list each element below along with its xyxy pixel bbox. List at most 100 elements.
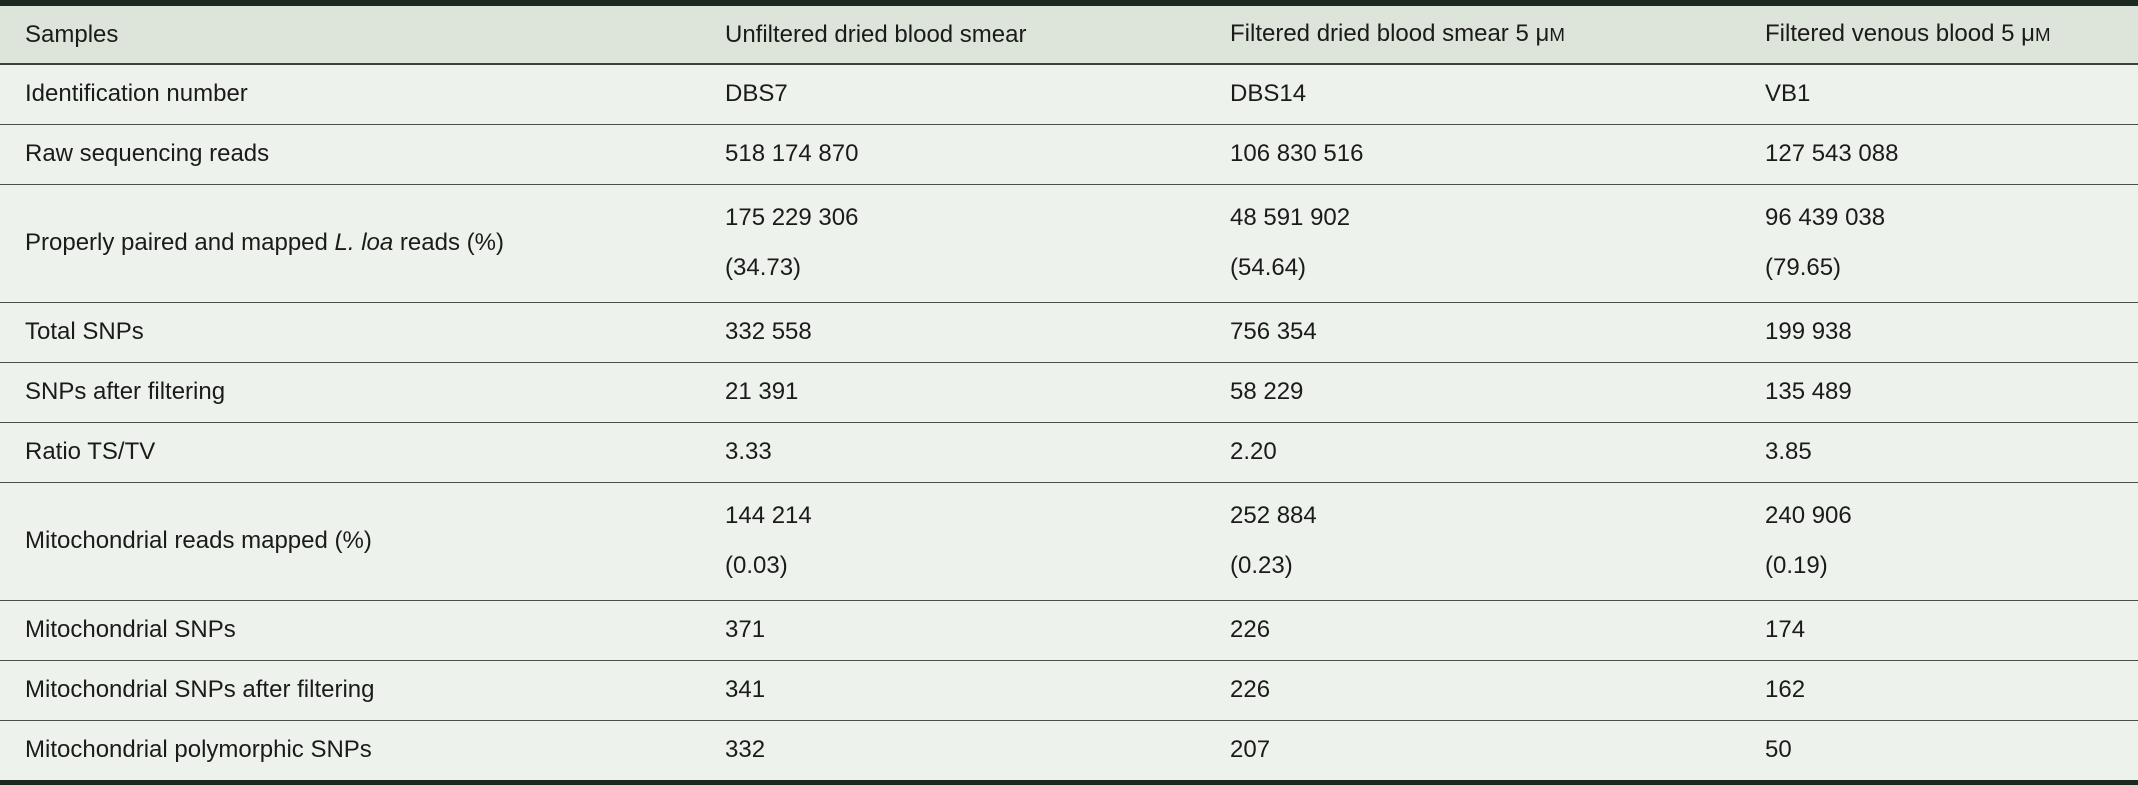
table-row: Mitochondrial reads mapped (%) 144 214 (0.… — [0, 482, 2138, 600]
cell-value: DBS7 — [725, 80, 788, 108]
cell: 371 — [700, 600, 1205, 660]
row-label-text: Mitochondrial polymorphic SNPs — [25, 736, 372, 764]
table-row: Mitochondrial SNPs 371 226 174 — [0, 600, 2138, 660]
cell-value: 341 — [725, 676, 766, 703]
cell-value: 162 — [1765, 676, 1806, 703]
row-label: Mitochondrial SNPs — [0, 600, 700, 660]
cell-value: 3.85 — [1765, 438, 1812, 465]
cell-value: VB1 — [1765, 80, 1811, 108]
column-header-label: Unfiltered dried blood smear — [725, 20, 1027, 48]
cell-value: 332 — [725, 736, 766, 764]
cell-value: (0.03) — [725, 552, 788, 579]
cell: 144 214 (0.03) — [700, 482, 1205, 600]
cell: 3.33 — [700, 422, 1205, 482]
table-row: Mitochondrial polymorphic SNPs 332 207 50 — [0, 720, 2138, 780]
cell: DBS7 — [700, 64, 1205, 124]
cell: 199 938 — [1740, 302, 2138, 362]
row-label: Mitochondrial polymorphic SNPs — [0, 720, 700, 780]
cell-value: (54.64) — [1230, 254, 1307, 281]
cell-value: 175 229 306 — [725, 204, 859, 231]
cell: 127 543 088 — [1740, 124, 2138, 184]
row-label-text: Mitochondrial reads mapped (%) — [25, 527, 372, 554]
cell-value: (0.23) — [1230, 552, 1293, 579]
column-header-unit: M — [1549, 24, 1566, 45]
cell-value: 252 884 — [1230, 502, 1317, 529]
table-row: Mitochondrial SNPs after filtering 341 226… — [0, 660, 2138, 720]
cell: 96 439 038 (79.65) — [1740, 184, 2138, 302]
cell-value: 240 906 — [1765, 502, 1852, 529]
row-label-text: Mitochondrial SNPs after filtering — [25, 676, 375, 703]
row-label-text: Mitochondrial SNPs — [25, 616, 236, 643]
cell-value: 226 — [1230, 616, 1271, 643]
row-label: Ratio TS/TV — [0, 422, 700, 482]
header-row: Samples Unfiltered dried blood smear Filte… — [0, 6, 2138, 65]
cell-value: 50 — [1765, 736, 1792, 764]
table-row: Total SNPs 332 558 756 354 199 938 — [0, 302, 2138, 362]
cell-value: DBS14 — [1230, 80, 1307, 108]
row-label: Total SNPs — [0, 302, 700, 362]
column-header: Unfiltered dried blood smear — [700, 6, 1205, 65]
column-header-label: Samples — [25, 20, 119, 48]
table-row: Identification number DBS7 DBS14 VB1 — [0, 64, 2138, 124]
cell-value: 756 354 — [1230, 318, 1317, 345]
row-label: Mitochondrial reads mapped (%) — [0, 482, 700, 600]
cell-value: 226 — [1230, 676, 1271, 703]
cell: VB1 — [1740, 64, 2138, 124]
row-label: Identification number — [0, 64, 700, 124]
cell: DBS14 — [1205, 64, 1740, 124]
row-label-text: Ratio TS/TV — [25, 438, 156, 465]
row-label: Raw sequencing reads — [0, 124, 700, 184]
cell: 226 — [1205, 660, 1740, 720]
row-label-text: Properly paired and mapped L. loa reads … — [25, 229, 504, 256]
cell: 226 — [1205, 600, 1740, 660]
cell: 174 — [1740, 600, 2138, 660]
row-label-text: Raw sequencing reads — [25, 140, 270, 167]
table-body: Identification number DBS7 DBS14 VB1 Raw seq… — [0, 64, 2138, 780]
table-row: Ratio TS/TV 3.33 2.20 3.85 — [0, 422, 2138, 482]
cell: 332 558 — [700, 302, 1205, 362]
cell: 756 354 — [1205, 302, 1740, 362]
column-header: Filtered dried blood smear 5 μM — [1205, 6, 1740, 65]
cell: 162 — [1740, 660, 2138, 720]
cell: 240 906 (0.19) — [1740, 482, 2138, 600]
cell-value: 207 — [1230, 736, 1271, 764]
row-label: Mitochondrial SNPs after filtering — [0, 660, 700, 720]
column-header: Samples — [0, 6, 700, 65]
cell-value: 48 591 902 — [1230, 204, 1351, 231]
row-label-text: Total SNPs — [25, 318, 144, 345]
cell-value: 174 — [1765, 616, 1806, 643]
species-name: L. loa — [334, 229, 394, 256]
cell-value: 135 489 — [1765, 378, 1852, 405]
cell: 341 — [700, 660, 1205, 720]
cell: 50 — [1740, 720, 2138, 780]
column-header-label: Filtered venous blood 5 μ — [1765, 20, 2035, 47]
cell-value: 199 938 — [1765, 318, 1852, 345]
row-label: Properly paired and mapped L. loa reads … — [0, 184, 700, 302]
row-label-text: Identification number — [25, 80, 248, 108]
cell: 135 489 — [1740, 362, 2138, 422]
cell: 48 591 902 (54.64) — [1205, 184, 1740, 302]
cell: 518 174 870 — [700, 124, 1205, 184]
column-header-label: Filtered dried blood smear 5 μ — [1230, 20, 1550, 47]
cell: 175 229 306 (34.73) — [700, 184, 1205, 302]
cell-value: 371 — [725, 616, 766, 643]
row-label-text: SNPs after filtering — [25, 378, 226, 405]
cell: 2.20 — [1205, 422, 1740, 482]
cell-value: (34.73) — [725, 254, 802, 281]
cell: 3.85 — [1740, 422, 2138, 482]
table-row: Properly paired and mapped L. loa reads … — [0, 184, 2138, 302]
cell-value: (0.19) — [1765, 552, 1828, 579]
cell-value: 106 830 516 — [1230, 140, 1364, 167]
cell: 252 884 (0.23) — [1205, 482, 1740, 600]
cell-value: 127 543 088 — [1765, 140, 1899, 167]
cell: 106 830 516 — [1205, 124, 1740, 184]
cell: 58 229 — [1205, 362, 1740, 422]
cell-value: 332 558 — [725, 318, 812, 345]
cell: 332 — [700, 720, 1205, 780]
column-header-unit: M — [2035, 24, 2051, 45]
cell-value: 144 214 — [725, 502, 812, 529]
cell-value: (79.65) — [1765, 254, 1842, 281]
table-row: SNPs after filtering 21 391 58 229 135 489 — [0, 362, 2138, 422]
